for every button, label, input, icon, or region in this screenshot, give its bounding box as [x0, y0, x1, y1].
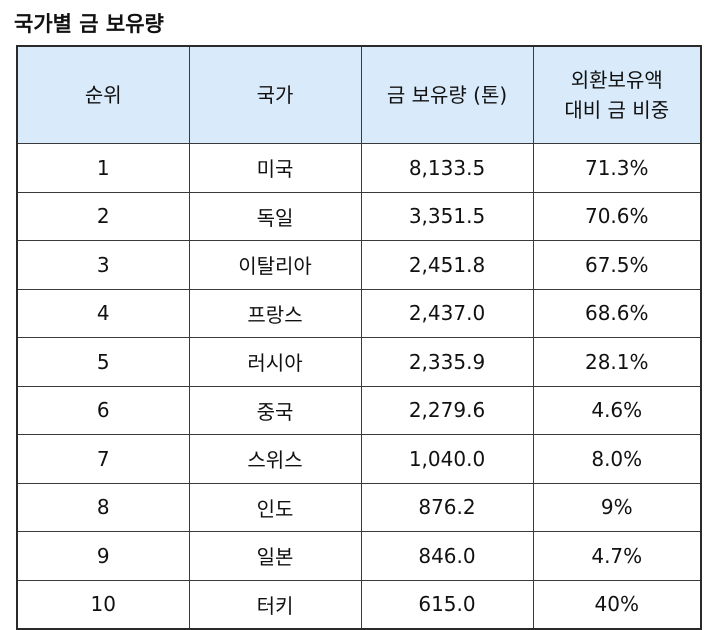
table-header-row: 순위 국가 금 보유량 (톤) 외환보유액 대비 금 비중 [16, 45, 702, 144]
cell-ratio: 68.6% [532, 288, 702, 338]
table-row: 4 프랑스 2,437.0 68.6% [16, 288, 702, 338]
cell-country: 중국 [188, 385, 362, 435]
cell-country: 인도 [188, 482, 362, 532]
cell-holdings: 846.0 [360, 531, 534, 581]
cell-rank: 5 [16, 337, 190, 387]
cell-country: 러시아 [188, 337, 362, 387]
cell-country: 일본 [188, 531, 362, 581]
header-ratio-line1: 외환보유액 [570, 68, 663, 92]
cell-holdings: 2,279.6 [360, 385, 534, 435]
cell-rank: 7 [16, 434, 190, 484]
cell-rank: 1 [16, 143, 190, 193]
cell-holdings: 2,335.9 [360, 337, 534, 387]
cell-country: 프랑스 [188, 288, 362, 338]
cell-country: 미국 [188, 143, 362, 193]
cell-ratio: 4.6% [532, 385, 702, 435]
header-ratio: 외환보유액 대비 금 비중 [532, 45, 702, 144]
cell-holdings: 2,437.0 [360, 288, 534, 338]
cell-country: 스위스 [188, 434, 362, 484]
cell-ratio: 9% [532, 482, 702, 532]
cell-rank: 6 [16, 385, 190, 435]
table-row: 2 독일 3,351.5 70.6% [16, 191, 702, 241]
header-country: 국가 [188, 45, 362, 144]
cell-ratio: 40% [532, 579, 702, 630]
cell-rank: 9 [16, 531, 190, 581]
cell-ratio: 67.5% [532, 240, 702, 290]
cell-holdings: 615.0 [360, 579, 534, 630]
table-row: 5 러시아 2,335.9 28.1% [16, 337, 702, 387]
header-holdings: 금 보유량 (톤) [360, 45, 534, 144]
cell-holdings: 2,451.8 [360, 240, 534, 290]
gold-holdings-table: 순위 국가 금 보유량 (톤) 외환보유액 대비 금 비중 1 미국 8,133… [16, 45, 702, 630]
table-row: 9 일본 846.0 4.7% [16, 531, 702, 581]
cell-rank: 4 [16, 288, 190, 338]
header-ratio-line2: 대비 금 비중 [564, 98, 670, 122]
table-row: 3 이탈리아 2,451.8 67.5% [16, 240, 702, 290]
cell-country: 독일 [188, 191, 362, 241]
table-row: 6 중국 2,279.6 4.6% [16, 385, 702, 435]
cell-rank: 8 [16, 482, 190, 532]
cell-holdings: 1,040.0 [360, 434, 534, 484]
cell-rank: 3 [16, 240, 190, 290]
cell-rank: 10 [16, 579, 190, 630]
cell-ratio: 4.7% [532, 531, 702, 581]
table-row: 1 미국 8,133.5 71.3% [16, 143, 702, 193]
cell-ratio: 70.6% [532, 191, 702, 241]
table-row: 8 인도 876.2 9% [16, 482, 702, 532]
cell-holdings: 3,351.5 [360, 191, 534, 241]
cell-holdings: 876.2 [360, 482, 534, 532]
header-rank: 순위 [16, 45, 190, 144]
page-title: 국가별 금 보유량 [14, 12, 164, 36]
cell-country: 터키 [188, 579, 362, 630]
cell-country: 이탈리아 [188, 240, 362, 290]
cell-rank: 2 [16, 191, 190, 241]
cell-ratio: 8.0% [532, 434, 702, 484]
cell-holdings: 8,133.5 [360, 143, 534, 193]
cell-ratio: 28.1% [532, 337, 702, 387]
cell-ratio: 71.3% [532, 143, 702, 193]
table-row: 10 터키 615.0 40% [16, 579, 702, 630]
table-row: 7 스위스 1,040.0 8.0% [16, 434, 702, 484]
